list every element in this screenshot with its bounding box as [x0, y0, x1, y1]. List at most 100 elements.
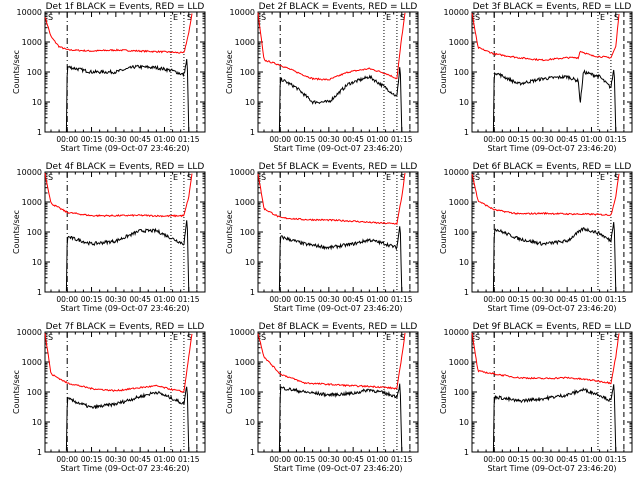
y-tick-label: 10	[459, 258, 469, 267]
x-tick-label: 00:15	[81, 135, 103, 144]
plot-frame	[257, 171, 419, 293]
x-tick-label: 00:30	[105, 455, 127, 464]
y-tick-label: 1000	[449, 358, 469, 367]
y-tick-label: 100	[240, 228, 255, 237]
y-tick-label: 10	[245, 258, 255, 267]
y-axis-label: Counts/sec	[12, 210, 21, 254]
x-tick-label: 00:45	[556, 295, 578, 304]
panel-title: Det 6f BLACK = Events, RED = LLD	[473, 162, 632, 172]
plot-frame	[44, 11, 206, 133]
y-tick-label: 1	[250, 448, 255, 457]
events-series-line	[65, 220, 190, 293]
lld-series-line	[471, 13, 620, 62]
x-tick-label: 00:30	[532, 295, 554, 304]
plot-frame	[257, 331, 419, 453]
x-axis-label: Start Time (09-Oct-07 23:46:20)	[487, 144, 616, 153]
x-tick-label: 00:45	[129, 135, 151, 144]
marker-s-start: S	[261, 13, 266, 22]
y-tick-label: 1	[464, 448, 469, 457]
marker-e: E	[173, 13, 178, 22]
x-tick-label: 01:00	[367, 295, 389, 304]
y-tick-label: 1000	[235, 198, 255, 207]
x-tick-label: 00:45	[342, 295, 364, 304]
panel-title: Det 9f BLACK = Events, RED = LLD	[473, 322, 632, 332]
x-axis-label: Start Time (09-Oct-07 23:46:20)	[60, 304, 189, 313]
marker-e: E	[386, 13, 391, 22]
x-tick-label: 00:15	[294, 455, 316, 464]
x-tick-label: 00:15	[508, 455, 530, 464]
marker-s-end: S	[614, 13, 619, 22]
lld-series-line	[257, 332, 406, 390]
y-tick-label: 1	[250, 288, 255, 297]
y-tick-label: 100	[27, 68, 42, 77]
x-axis-label: Start Time (09-Oct-07 23:46:20)	[487, 304, 616, 313]
marker-e: E	[600, 333, 605, 342]
panel-det-1: Det 1f BLACK = Events, RED = LLD 1 10 100 10…	[12, 2, 206, 153]
marker-s-start: S	[48, 13, 53, 22]
y-tick-label: 10	[32, 258, 42, 267]
x-tick-label: 00:15	[508, 295, 530, 304]
x-tick-label: 01:00	[154, 455, 176, 464]
y-tick-label: 1	[464, 128, 469, 137]
marker-s-end: S	[187, 173, 192, 182]
x-tick-label: 00:45	[129, 295, 151, 304]
x-tick-label: 00:00	[56, 455, 78, 464]
panel-det-4: Det 4f BLACK = Events, RED = LLD 1 10 100 10…	[12, 162, 206, 313]
marker-e: E	[173, 173, 178, 182]
x-tick-label: 01:15	[391, 135, 413, 144]
x-tick-label: 01:00	[581, 295, 603, 304]
x-tick-label: 00:00	[56, 295, 78, 304]
panel-det-8: Det 8f BLACK = Events, RED = LLD 1 10 100 10…	[225, 322, 419, 473]
x-tick-label: 00:15	[294, 135, 316, 144]
x-tick-label: 00:30	[318, 295, 340, 304]
y-tick-label: 10000	[444, 168, 469, 177]
y-tick-label: 10000	[444, 8, 469, 17]
x-tick-label: 00:30	[532, 135, 554, 144]
y-tick-label: 1000	[22, 358, 42, 367]
y-tick-label: 1	[37, 288, 42, 297]
x-tick-label: 00:30	[318, 135, 340, 144]
x-tick-label: 00:45	[556, 455, 578, 464]
y-tick-label: 1	[37, 448, 42, 457]
y-tick-label: 10000	[230, 168, 255, 177]
y-tick-label: 10	[459, 418, 469, 427]
marker-e: E	[600, 173, 605, 182]
marker-s-end: S	[187, 13, 192, 22]
events-series-line	[492, 69, 617, 133]
x-tick-label: 00:15	[81, 295, 103, 304]
panel-title: Det 1f BLACK = Events, RED = LLD	[46, 2, 205, 12]
x-tick-label: 00:30	[532, 455, 554, 464]
x-tick-label: 00:00	[269, 135, 291, 144]
y-tick-label: 10	[245, 418, 255, 427]
lld-series-line	[44, 13, 193, 54]
panel-title: Det 3f BLACK = Events, RED = LLD	[473, 2, 632, 12]
plot-frame	[257, 11, 419, 133]
x-tick-label: 01:15	[391, 295, 413, 304]
events-series-line	[278, 226, 403, 293]
x-tick-label: 01:00	[154, 295, 176, 304]
panel-det-7: Det 7f BLACK = Events, RED = LLD 1 10 100 10…	[12, 322, 206, 473]
lld-series-line	[471, 332, 620, 385]
y-tick-label: 10000	[17, 8, 42, 17]
marker-s-start: S	[475, 333, 480, 342]
y-tick-label: 1000	[22, 198, 42, 207]
panel-title: Det 5f BLACK = Events, RED = LLD	[259, 162, 418, 172]
y-tick-label: 1000	[235, 358, 255, 367]
x-tick-label: 00:00	[483, 295, 505, 304]
y-tick-label: 100	[454, 388, 469, 397]
panel-det-6: Det 6f BLACK = Events, RED = LLD 1 10 100 10…	[439, 162, 633, 313]
x-tick-label: 00:00	[483, 135, 505, 144]
y-axis-label: Counts/sec	[12, 50, 21, 94]
y-tick-label: 1	[250, 128, 255, 137]
x-tick-label: 00:15	[81, 455, 103, 464]
x-tick-label: 01:15	[605, 135, 627, 144]
y-axis-label: Counts/sec	[225, 210, 234, 254]
plot-frame	[471, 331, 633, 453]
x-tick-label: 01:15	[178, 455, 200, 464]
panel-det-5: Det 5f BLACK = Events, RED = LLD 1 10 100 10…	[225, 162, 419, 313]
marker-s-end: S	[187, 333, 192, 342]
x-tick-label: 00:15	[294, 295, 316, 304]
x-axis-label: Start Time (09-Oct-07 23:46:20)	[273, 304, 402, 313]
lld-series-line	[44, 333, 193, 393]
